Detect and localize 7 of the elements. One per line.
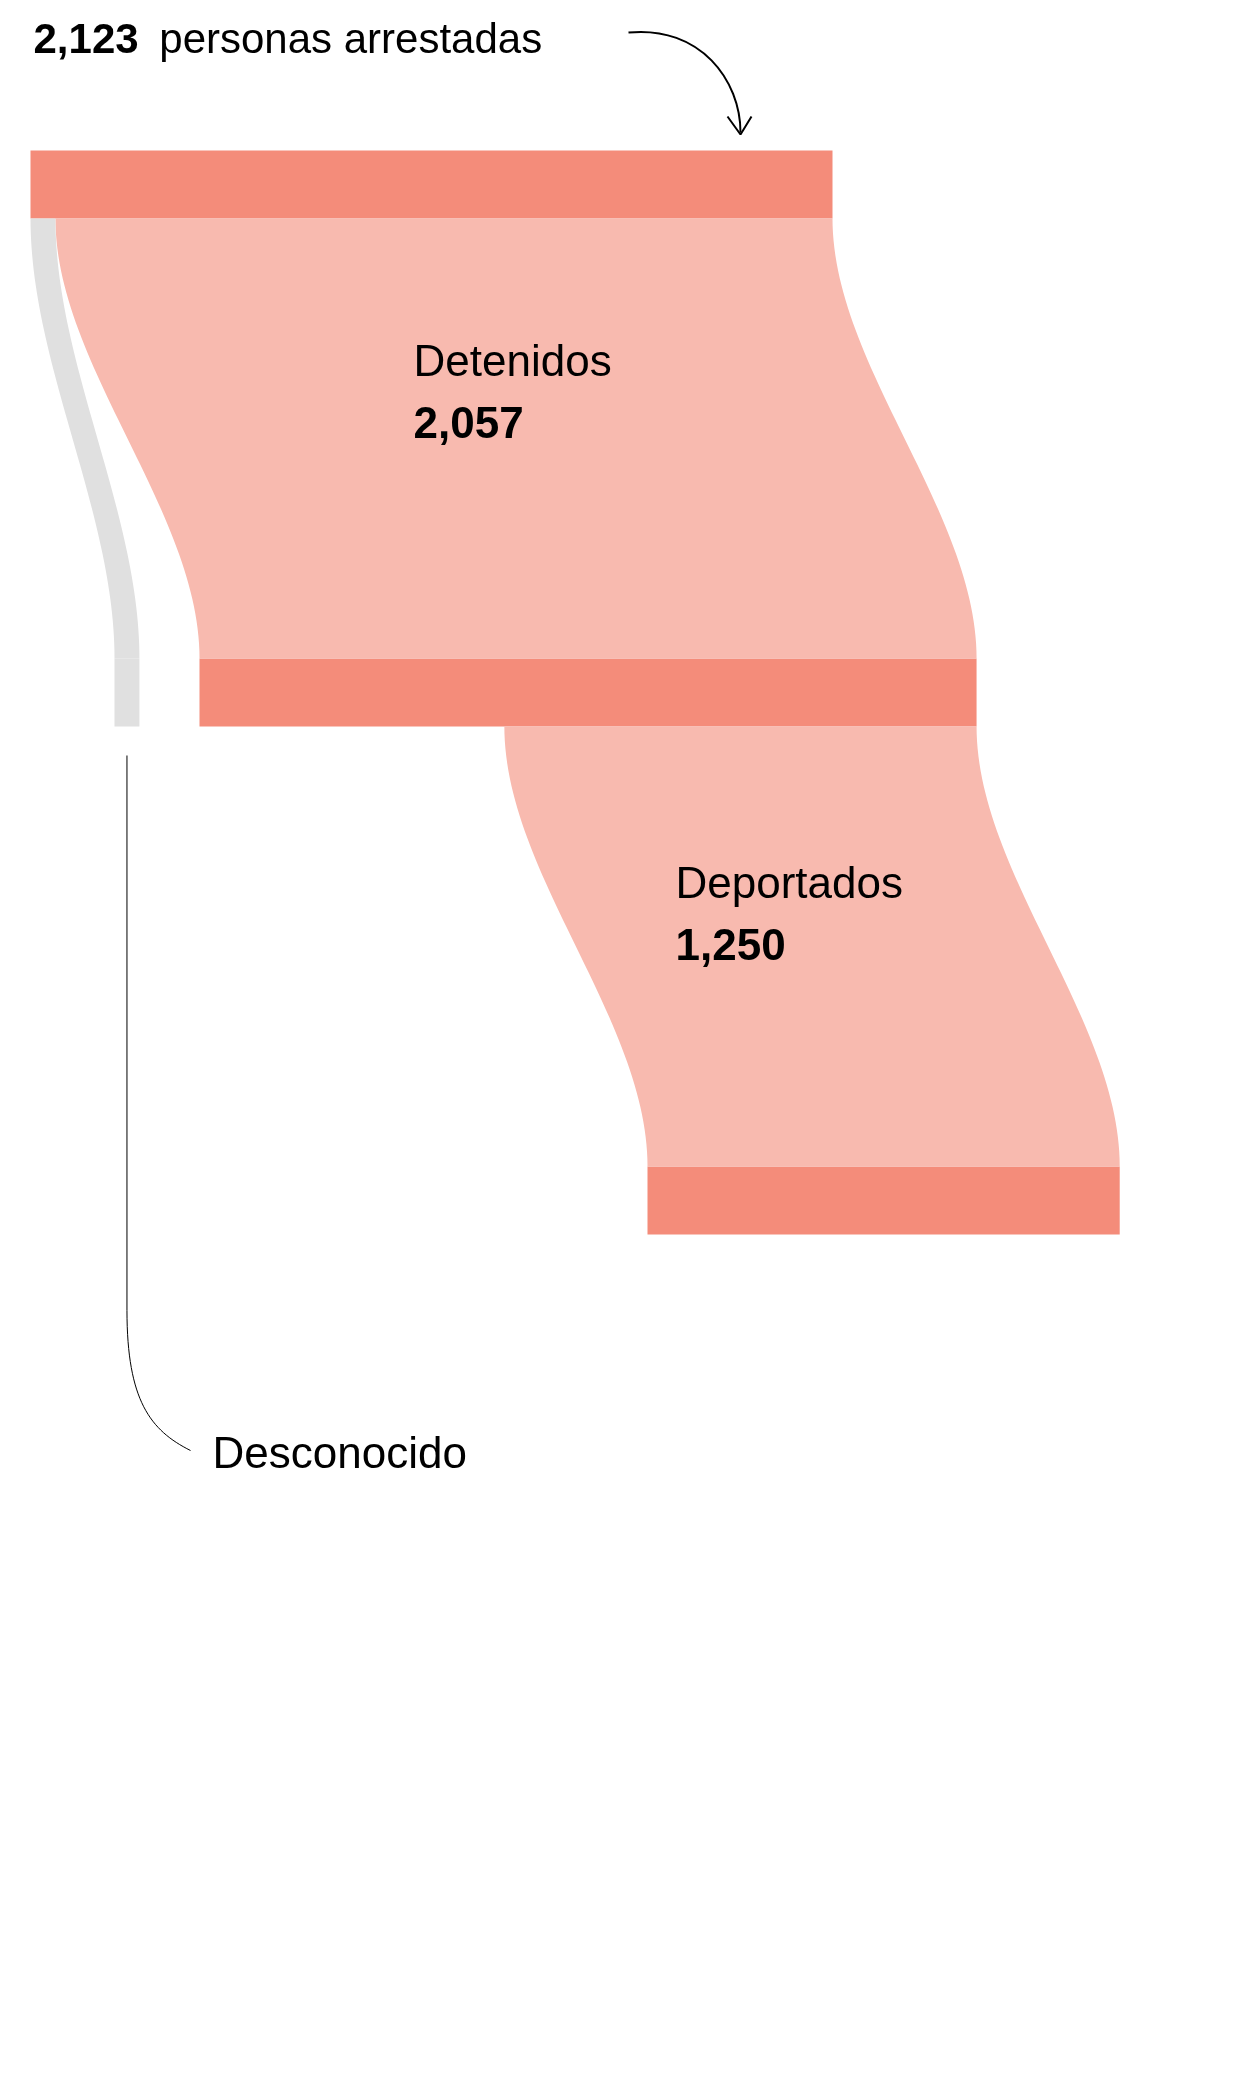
category-label: Desconocido: [212, 1428, 467, 1477]
category-label: personas arrestadas: [159, 15, 543, 62]
data-label: 2,057: [413, 398, 524, 447]
category-label: Detenidos: [413, 336, 612, 385]
category-label: Deportados: [675, 858, 903, 907]
data-label: 1,250: [675, 920, 786, 969]
data-label: 2,123: [33, 15, 139, 62]
